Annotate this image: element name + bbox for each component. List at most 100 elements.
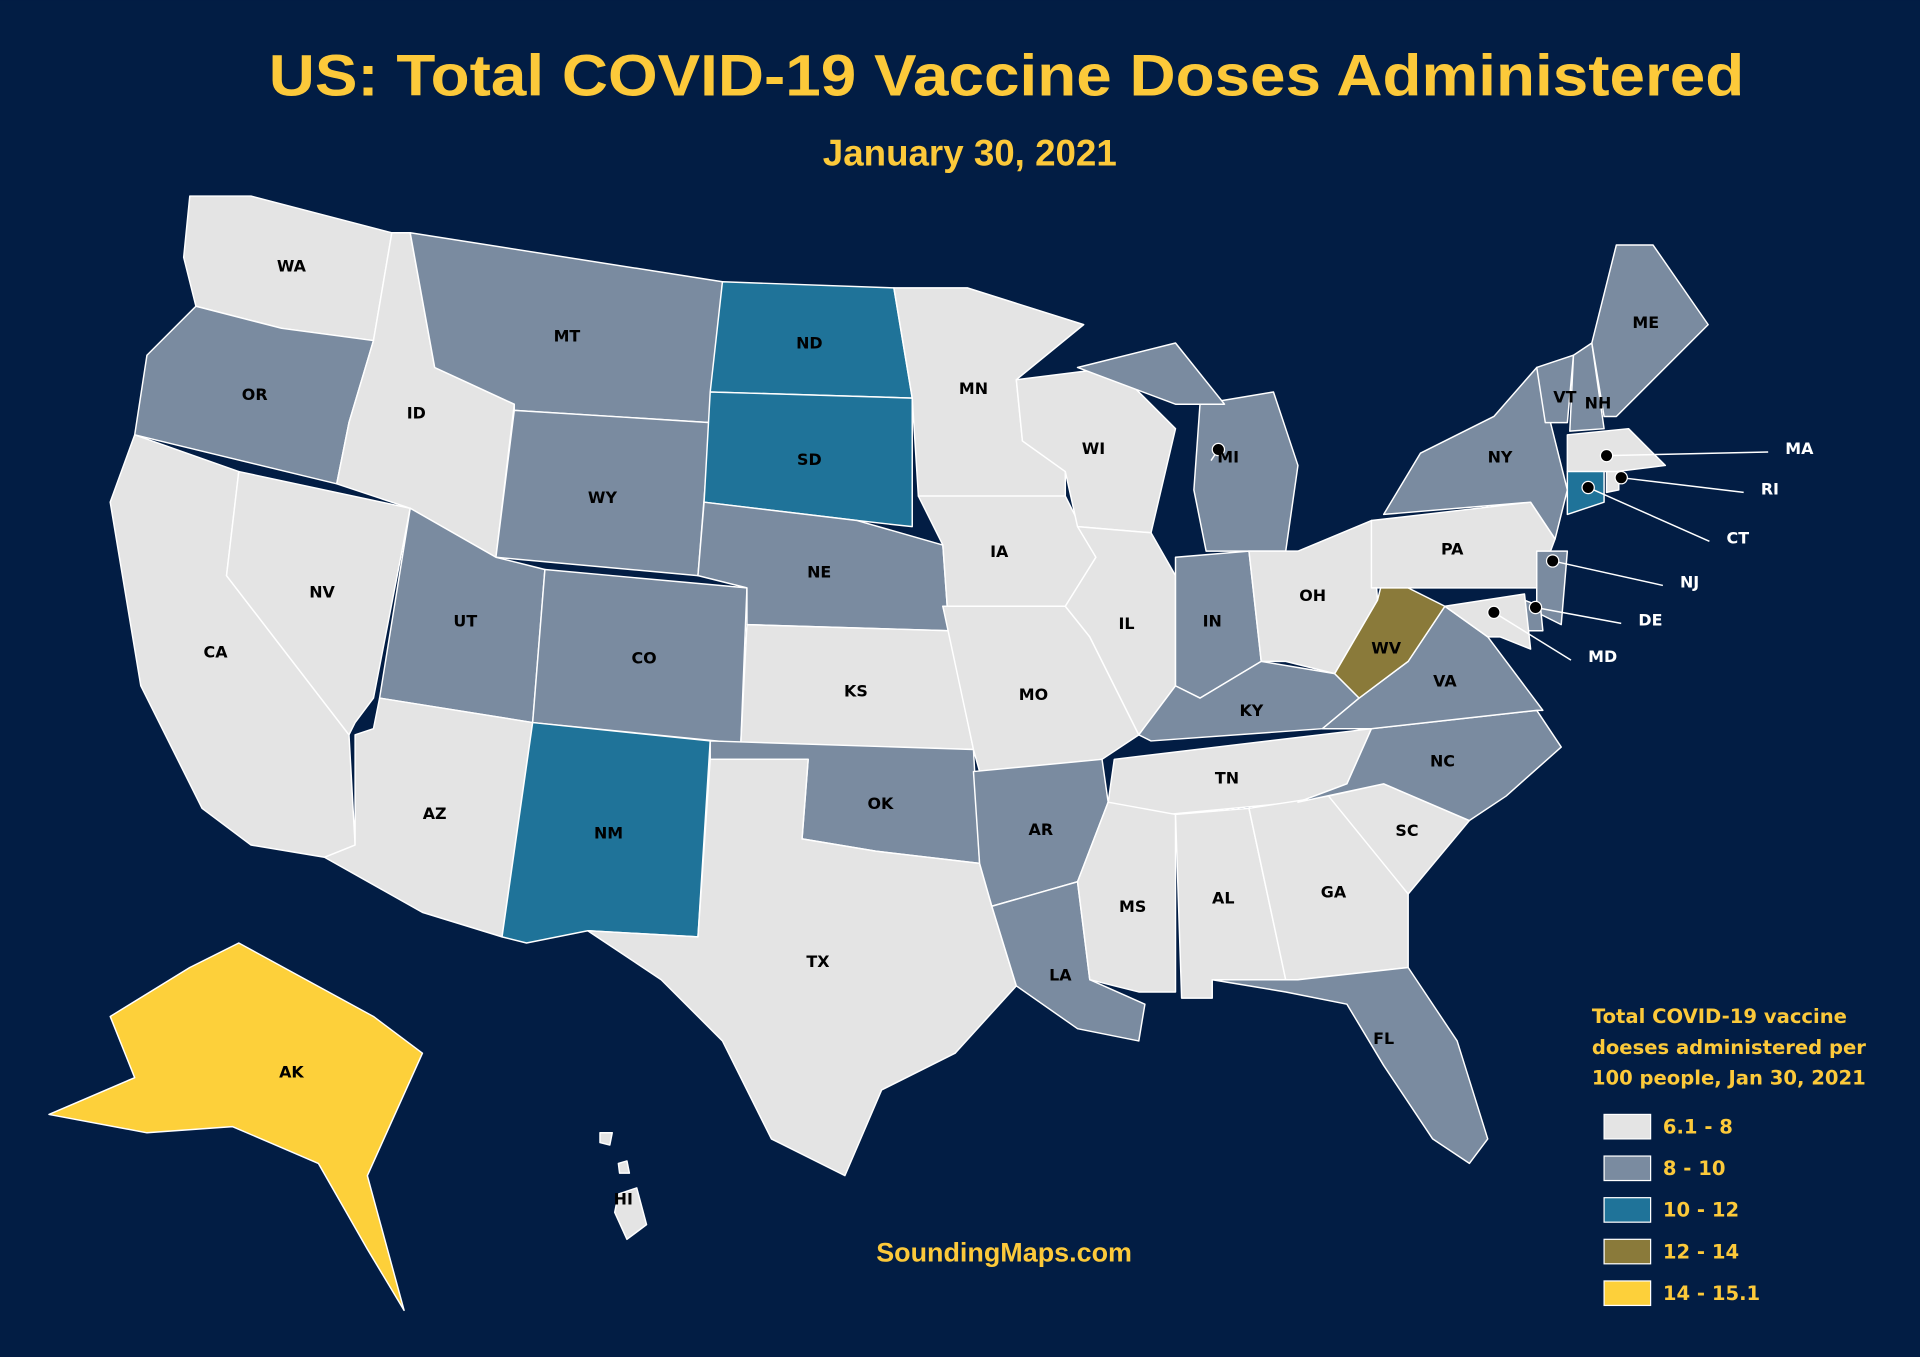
legend-swatch — [1603, 1238, 1652, 1265]
state-label: VT — [1553, 388, 1576, 407]
state — [1566, 427, 1667, 473]
state-label: NH — [1585, 394, 1612, 413]
state-label: WI — [1082, 439, 1105, 458]
state-label: DE — [1638, 610, 1662, 629]
state-label: UT — [453, 612, 477, 631]
state-label: OH — [1299, 586, 1326, 605]
state-label: WV — [1371, 639, 1402, 658]
state-label: AK — [279, 1062, 304, 1081]
state-label: CO — [631, 648, 656, 667]
state — [1536, 354, 1575, 424]
legend-swatch — [1603, 1113, 1652, 1140]
callout-dot — [1487, 605, 1501, 620]
state-label: PA — [1441, 539, 1464, 558]
map-title: US: Total COVID-19 Vaccine Doses Adminis… — [269, 44, 1745, 109]
state-label: AR — [1029, 820, 1054, 839]
callout-dot — [1599, 448, 1614, 463]
legend-swatch — [1603, 1197, 1652, 1223]
state-label: IL — [1118, 614, 1134, 633]
state — [1569, 342, 1605, 432]
callout-line — [1587, 486, 1710, 543]
legend-swatch — [1603, 1155, 1652, 1182]
legend-label: 12 - 14 — [1663, 1240, 1739, 1263]
state — [1211, 966, 1489, 1165]
state-label: TN — [1215, 768, 1239, 787]
callout-line — [1535, 606, 1622, 625]
state-label: OK — [867, 794, 894, 813]
state-label: CA — [204, 642, 229, 661]
state-label: MD — [1588, 647, 1617, 666]
callout-line — [1606, 451, 1769, 457]
callout-line — [1552, 560, 1664, 587]
state-label: HI — [614, 1190, 633, 1209]
source: SoundingMaps.com — [876, 1237, 1132, 1267]
state-label: WY — [588, 488, 618, 507]
state-label: MO — [1019, 685, 1048, 704]
state — [48, 942, 424, 1312]
state-label: KY — [1239, 701, 1263, 720]
state-label: ME — [1632, 313, 1659, 332]
state-label: NC — [1430, 751, 1455, 770]
legend-title: Total COVID-19 vaccine — [1592, 1005, 1847, 1028]
state-label: ID — [407, 404, 426, 423]
state-label: LA — [1049, 966, 1072, 985]
callout-dot — [1528, 600, 1543, 615]
legend-swatch — [1603, 1280, 1652, 1307]
map-subtitle: January 30, 2021 — [823, 132, 1117, 173]
states — [48, 195, 1709, 1312]
legend-label: 14 - 15.1 — [1663, 1282, 1760, 1305]
state — [1591, 244, 1709, 418]
callout-line — [1493, 611, 1572, 661]
state-label: GA — [1321, 882, 1347, 901]
state — [613, 1187, 648, 1241]
state — [1382, 366, 1569, 540]
legend-title: doeses administered per — [1592, 1036, 1866, 1059]
state-label: IN — [1203, 612, 1222, 631]
state-label: AL — [1212, 888, 1234, 907]
state — [1444, 593, 1532, 650]
callout-dot — [1614, 470, 1628, 485]
legend-title: 100 people, Jan 30, 2021 — [1592, 1066, 1866, 1089]
state-label: FL — [1373, 1029, 1394, 1048]
state-label: NJ — [1680, 572, 1699, 591]
state-label: NM — [594, 824, 623, 843]
legend-label: 8 - 10 — [1663, 1157, 1726, 1180]
state-label: SC — [1395, 821, 1418, 840]
state-label: NV — [309, 582, 335, 601]
callout-dot — [1545, 554, 1560, 568]
state-label: ND — [796, 334, 823, 353]
state-label: MI — [1217, 448, 1239, 467]
state-label: VA — [1433, 672, 1457, 691]
state-label: NY — [1488, 448, 1513, 467]
state-label: CT — [1727, 528, 1750, 547]
state — [703, 391, 913, 528]
legend-label: 10 - 12 — [1663, 1199, 1739, 1222]
callout-dot — [1211, 442, 1226, 457]
state-label: NE — [807, 563, 831, 582]
state-labels: WA OR CA NV ID MT WY UT CO AZ NM ND SD NE KS OK TX MN IA MO… — [204, 257, 1815, 1209]
state-label: SD — [797, 450, 822, 469]
state — [1076, 342, 1226, 405]
state — [587, 758, 1018, 1177]
state — [1297, 709, 1562, 822]
state — [1076, 801, 1177, 993]
legend: Total COVID-19 vaccine doeses administere… — [1592, 1005, 1866, 1307]
legend-label: 6.1 - 8 — [1663, 1115, 1733, 1138]
callout-line — [1621, 476, 1744, 494]
state-label: OR — [242, 385, 268, 404]
state — [617, 1160, 631, 1174]
state — [1536, 550, 1569, 626]
state-label: MT — [554, 326, 581, 345]
state-label: TX — [806, 952, 829, 971]
state-label: IA — [990, 542, 1009, 561]
state-label: AZ — [423, 804, 447, 823]
state — [599, 1132, 613, 1146]
state-label: MN — [959, 379, 988, 398]
state-label: WA — [277, 257, 307, 276]
state-label: RI — [1761, 479, 1779, 498]
state-label: MS — [1119, 897, 1146, 916]
callout-dot — [1581, 480, 1595, 495]
state-label: KS — [844, 681, 868, 700]
